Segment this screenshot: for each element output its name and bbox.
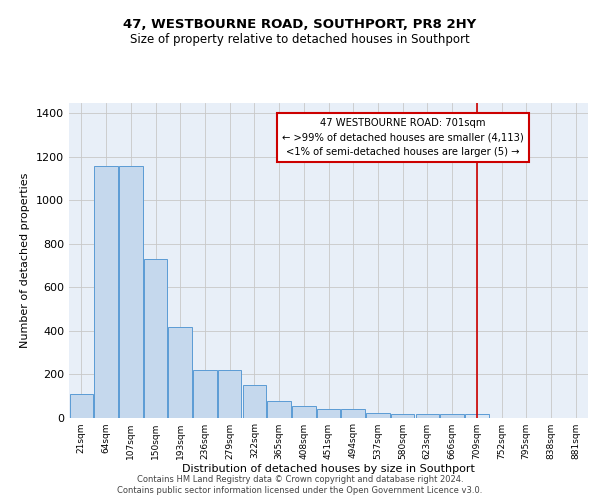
X-axis label: Distribution of detached houses by size in Southport: Distribution of detached houses by size … — [182, 464, 475, 474]
Bar — [341, 409, 365, 418]
Text: 47 WESTBOURNE ROAD: 701sqm
← >99% of detached houses are smaller (4,113)
<1% of : 47 WESTBOURNE ROAD: 701sqm ← >99% of det… — [282, 118, 524, 158]
Bar — [144, 259, 167, 418]
Text: 47, WESTBOURNE ROAD, SOUTHPORT, PR8 2HY: 47, WESTBOURNE ROAD, SOUTHPORT, PR8 2HY — [124, 18, 476, 30]
Bar — [366, 413, 389, 418]
Bar — [268, 401, 291, 417]
Bar — [440, 414, 464, 418]
Bar — [94, 166, 118, 418]
Text: Size of property relative to detached houses in Southport: Size of property relative to detached ho… — [130, 32, 470, 46]
Bar — [292, 406, 316, 417]
Bar — [317, 409, 340, 418]
Bar — [119, 166, 143, 418]
Bar — [218, 370, 241, 418]
Text: Contains HM Land Registry data © Crown copyright and database right 2024.: Contains HM Land Registry data © Crown c… — [137, 475, 463, 484]
Bar — [391, 414, 415, 418]
Bar — [70, 394, 93, 417]
Bar — [242, 385, 266, 418]
Bar — [465, 414, 488, 418]
Y-axis label: Number of detached properties: Number of detached properties — [20, 172, 31, 348]
Bar — [169, 328, 192, 418]
Text: Contains public sector information licensed under the Open Government Licence v3: Contains public sector information licen… — [118, 486, 482, 495]
Bar — [416, 414, 439, 418]
Bar — [193, 370, 217, 418]
